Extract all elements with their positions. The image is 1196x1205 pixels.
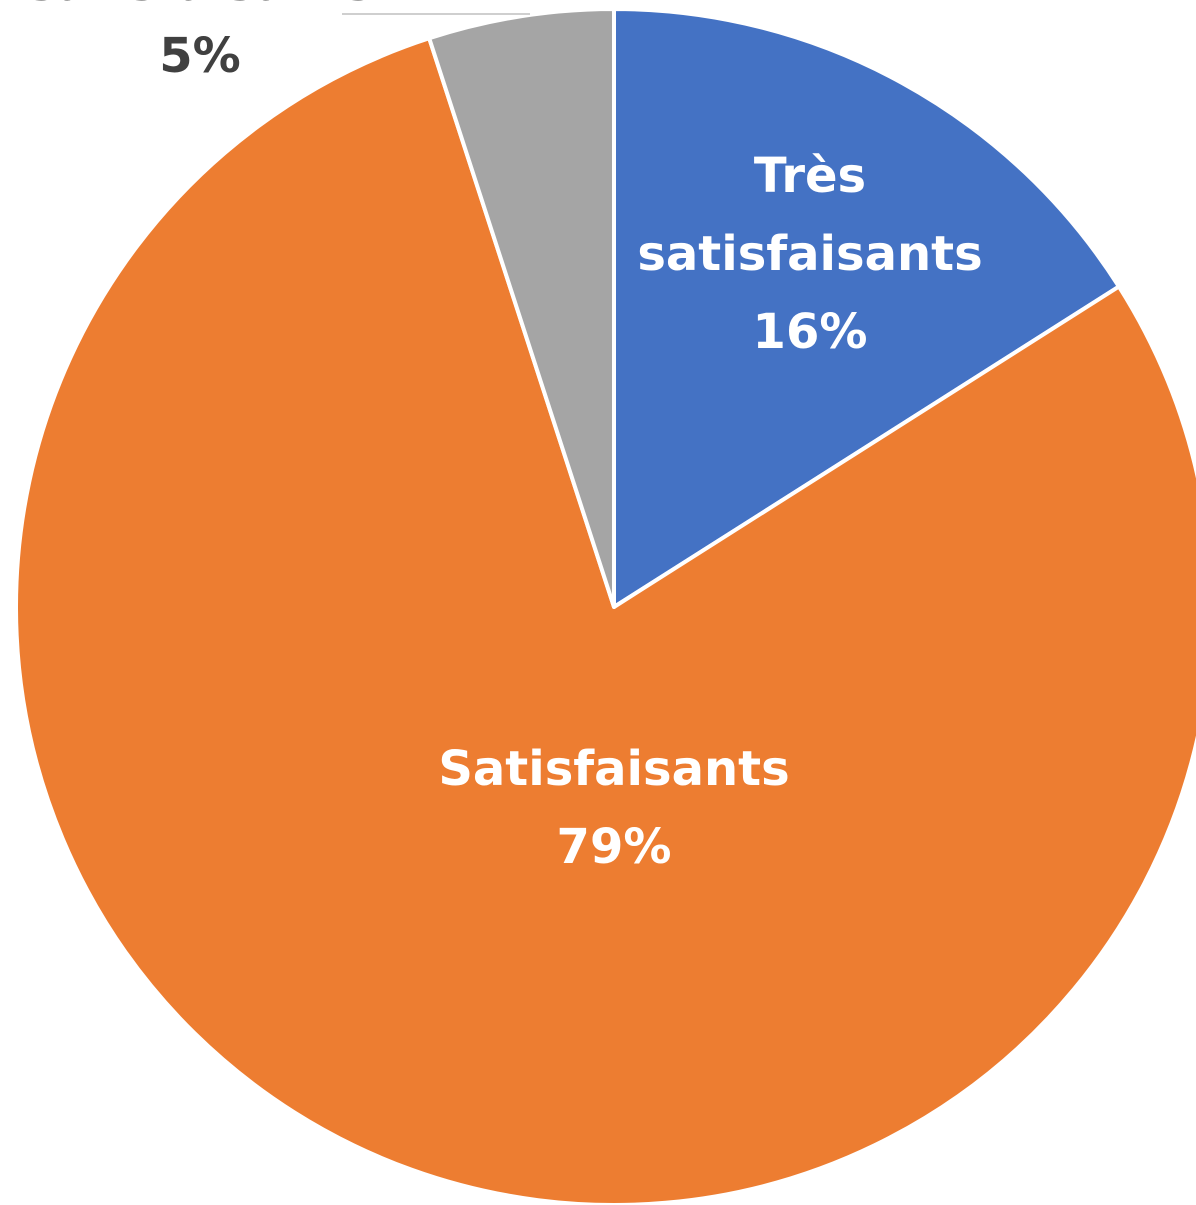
slice-peu-satisfaisants-label: satisfaisants 5% bbox=[27, 0, 372, 84]
slice-satisfaisants-label: Satisfaisants 79% bbox=[438, 741, 789, 875]
pie-slices bbox=[14, 7, 1196, 1205]
slice-category-label: satisfaisants bbox=[637, 226, 982, 282]
slice-satisfaisants bbox=[14, 36, 1196, 1205]
slice-value-label: 5% bbox=[159, 28, 241, 84]
slice-tres-satisfaisants bbox=[612, 7, 1121, 609]
slice-category-label: Satisfaisants bbox=[438, 741, 789, 797]
slice-category-label: satisfaisants bbox=[27, 0, 372, 12]
pie-labels: Très satisfaisants 16% Satisfaisants 79% sati… bbox=[27, 0, 982, 875]
slice-value-label: 79% bbox=[557, 819, 672, 875]
slice-value-label: 16% bbox=[753, 304, 868, 360]
slice-tres-satisfaisants-label: Très satisfaisants 16% bbox=[637, 148, 982, 360]
slice-category-label: Très bbox=[754, 148, 866, 204]
slice-peu-satisfaisants bbox=[427, 7, 616, 609]
